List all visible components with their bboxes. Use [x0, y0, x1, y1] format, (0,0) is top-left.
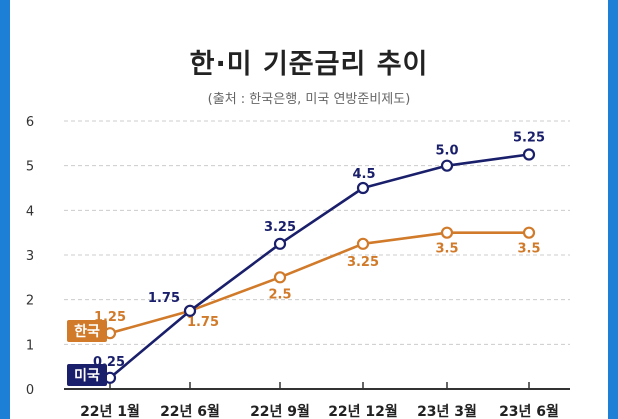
korea-data-point — [356, 237, 370, 250]
korea-data-label: 1.75 — [187, 315, 219, 330]
x-tick-label: 23년 3월 — [417, 403, 477, 419]
korea-data-label: 3.5 — [517, 242, 540, 257]
y-tick-label: 3 — [26, 249, 34, 264]
x-tick-label: 22년 1월 — [80, 403, 140, 419]
korea-data-label: 3.25 — [347, 255, 379, 270]
usa-data-point — [273, 237, 287, 250]
korea-data-label: 2.5 — [268, 287, 291, 302]
x-tick-label: 22년 6월 — [160, 403, 220, 419]
x-tick-label: 22년 9월 — [250, 403, 310, 419]
chart-source: (출처 : 한국은행, 미국 연방준비제도) — [207, 92, 411, 107]
usa-data-point — [183, 304, 197, 317]
y-tick-label: 5 — [26, 160, 34, 175]
y-tick-label: 1 — [26, 338, 34, 353]
x-tick-label: 23년 6월 — [499, 403, 559, 419]
korea-legend-tag — [67, 320, 107, 342]
usa-legend-label: 미국 — [74, 368, 100, 384]
y-tick-label: 4 — [26, 204, 34, 219]
korea-series-line — [109, 231, 529, 335]
usa-series-line — [109, 153, 530, 379]
usa-data-label: 3.25 — [264, 220, 296, 235]
korea-data-label: 3.5 — [435, 242, 458, 257]
chart-card: 한·미 기준금리 추이 (출처 : 한국은행, 미국 연방준비제도) 0 1 2 3 4… — [10, 0, 608, 419]
y-tick-label: 0 — [26, 383, 34, 398]
usa-data-label: 4.5 — [352, 167, 375, 182]
usa-data-point — [356, 181, 370, 195]
x-tick-label: 22년 12월 — [328, 403, 398, 419]
usa-legend-tag — [67, 364, 107, 386]
korea-legend-label: 한국 — [74, 324, 100, 340]
usa-data-label: 1.75 — [148, 291, 180, 306]
chart-title: 한·미 기준금리 추이 — [189, 49, 429, 80]
y-tick-label: 2 — [26, 294, 34, 309]
usa-data-label: 5.25 — [513, 131, 545, 146]
usa-data-point — [440, 159, 454, 172]
usa-data-point — [522, 148, 536, 161]
korea-data-point — [522, 226, 536, 239]
usa-data-label: 5.0 — [435, 144, 458, 159]
korea-data-point — [273, 271, 287, 284]
line-chart: 0 1 2 3 4 5 6 22년 1월 22년 6월 22년 9월 22년 12월 23년 3월 23… — [26, 115, 570, 419]
y-tick-label: 6 — [26, 115, 34, 130]
korea-data-point — [440, 226, 454, 239]
